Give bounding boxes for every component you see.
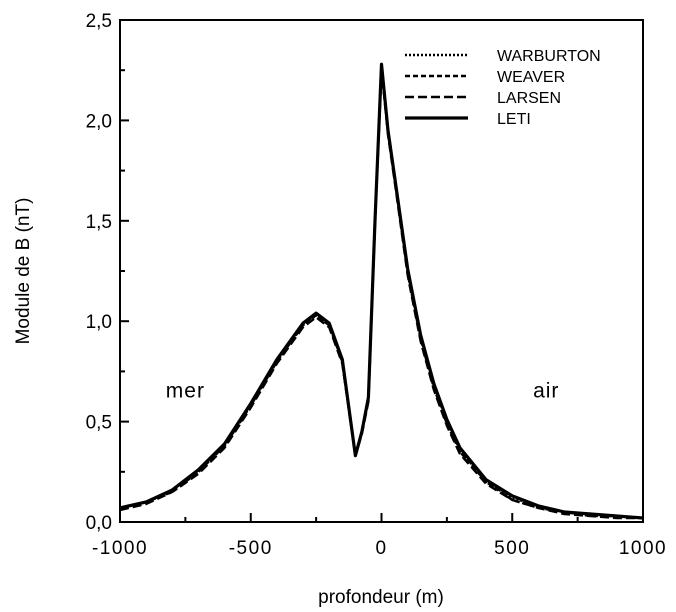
y-axis-ticks: 0,0 0,5 1,0 1,5 2,0 2,5 xyxy=(86,11,129,534)
y-tick-label: 2,0 xyxy=(86,111,112,132)
y-tick-label: 1,0 xyxy=(86,312,112,333)
annotations: mer air xyxy=(166,380,559,403)
series-line-weaver xyxy=(119,64,644,520)
series-line-larsen xyxy=(119,66,643,520)
annotation-mer: mer xyxy=(166,380,205,403)
legend-label-warburton: WARBURTON xyxy=(497,48,601,65)
x-axis-ticks: -1000 -500 0 500 1000 xyxy=(92,513,667,559)
y-tick-label: 2,5 xyxy=(86,11,112,32)
x-tick-label: 0 xyxy=(375,538,387,559)
y-tick-label: 0,0 xyxy=(86,513,112,534)
y-tick-label: 1,5 xyxy=(86,212,112,233)
annotation-air: air xyxy=(533,380,559,403)
series-line-warburton xyxy=(119,62,644,520)
x-axis-title: profondeur (m) xyxy=(318,587,444,608)
series-lines xyxy=(119,62,644,520)
legend-label-weaver: WEAVER xyxy=(497,69,565,86)
legend-label-larsen: LARSEN xyxy=(497,90,561,107)
legend: WARBURTON WEAVER LARSEN LETI xyxy=(405,48,601,128)
y-axis-title: Module de B (nT) xyxy=(13,198,34,345)
y-tick-label: 0,5 xyxy=(86,413,112,434)
series-line-leti xyxy=(119,62,644,520)
x-tick-label: -1000 xyxy=(92,538,148,559)
x-tick-label: 1000 xyxy=(619,538,667,559)
legend-label-leti: LETI xyxy=(497,111,531,128)
x-tick-label: 500 xyxy=(494,538,530,559)
x-tick-label: -500 xyxy=(229,538,273,559)
